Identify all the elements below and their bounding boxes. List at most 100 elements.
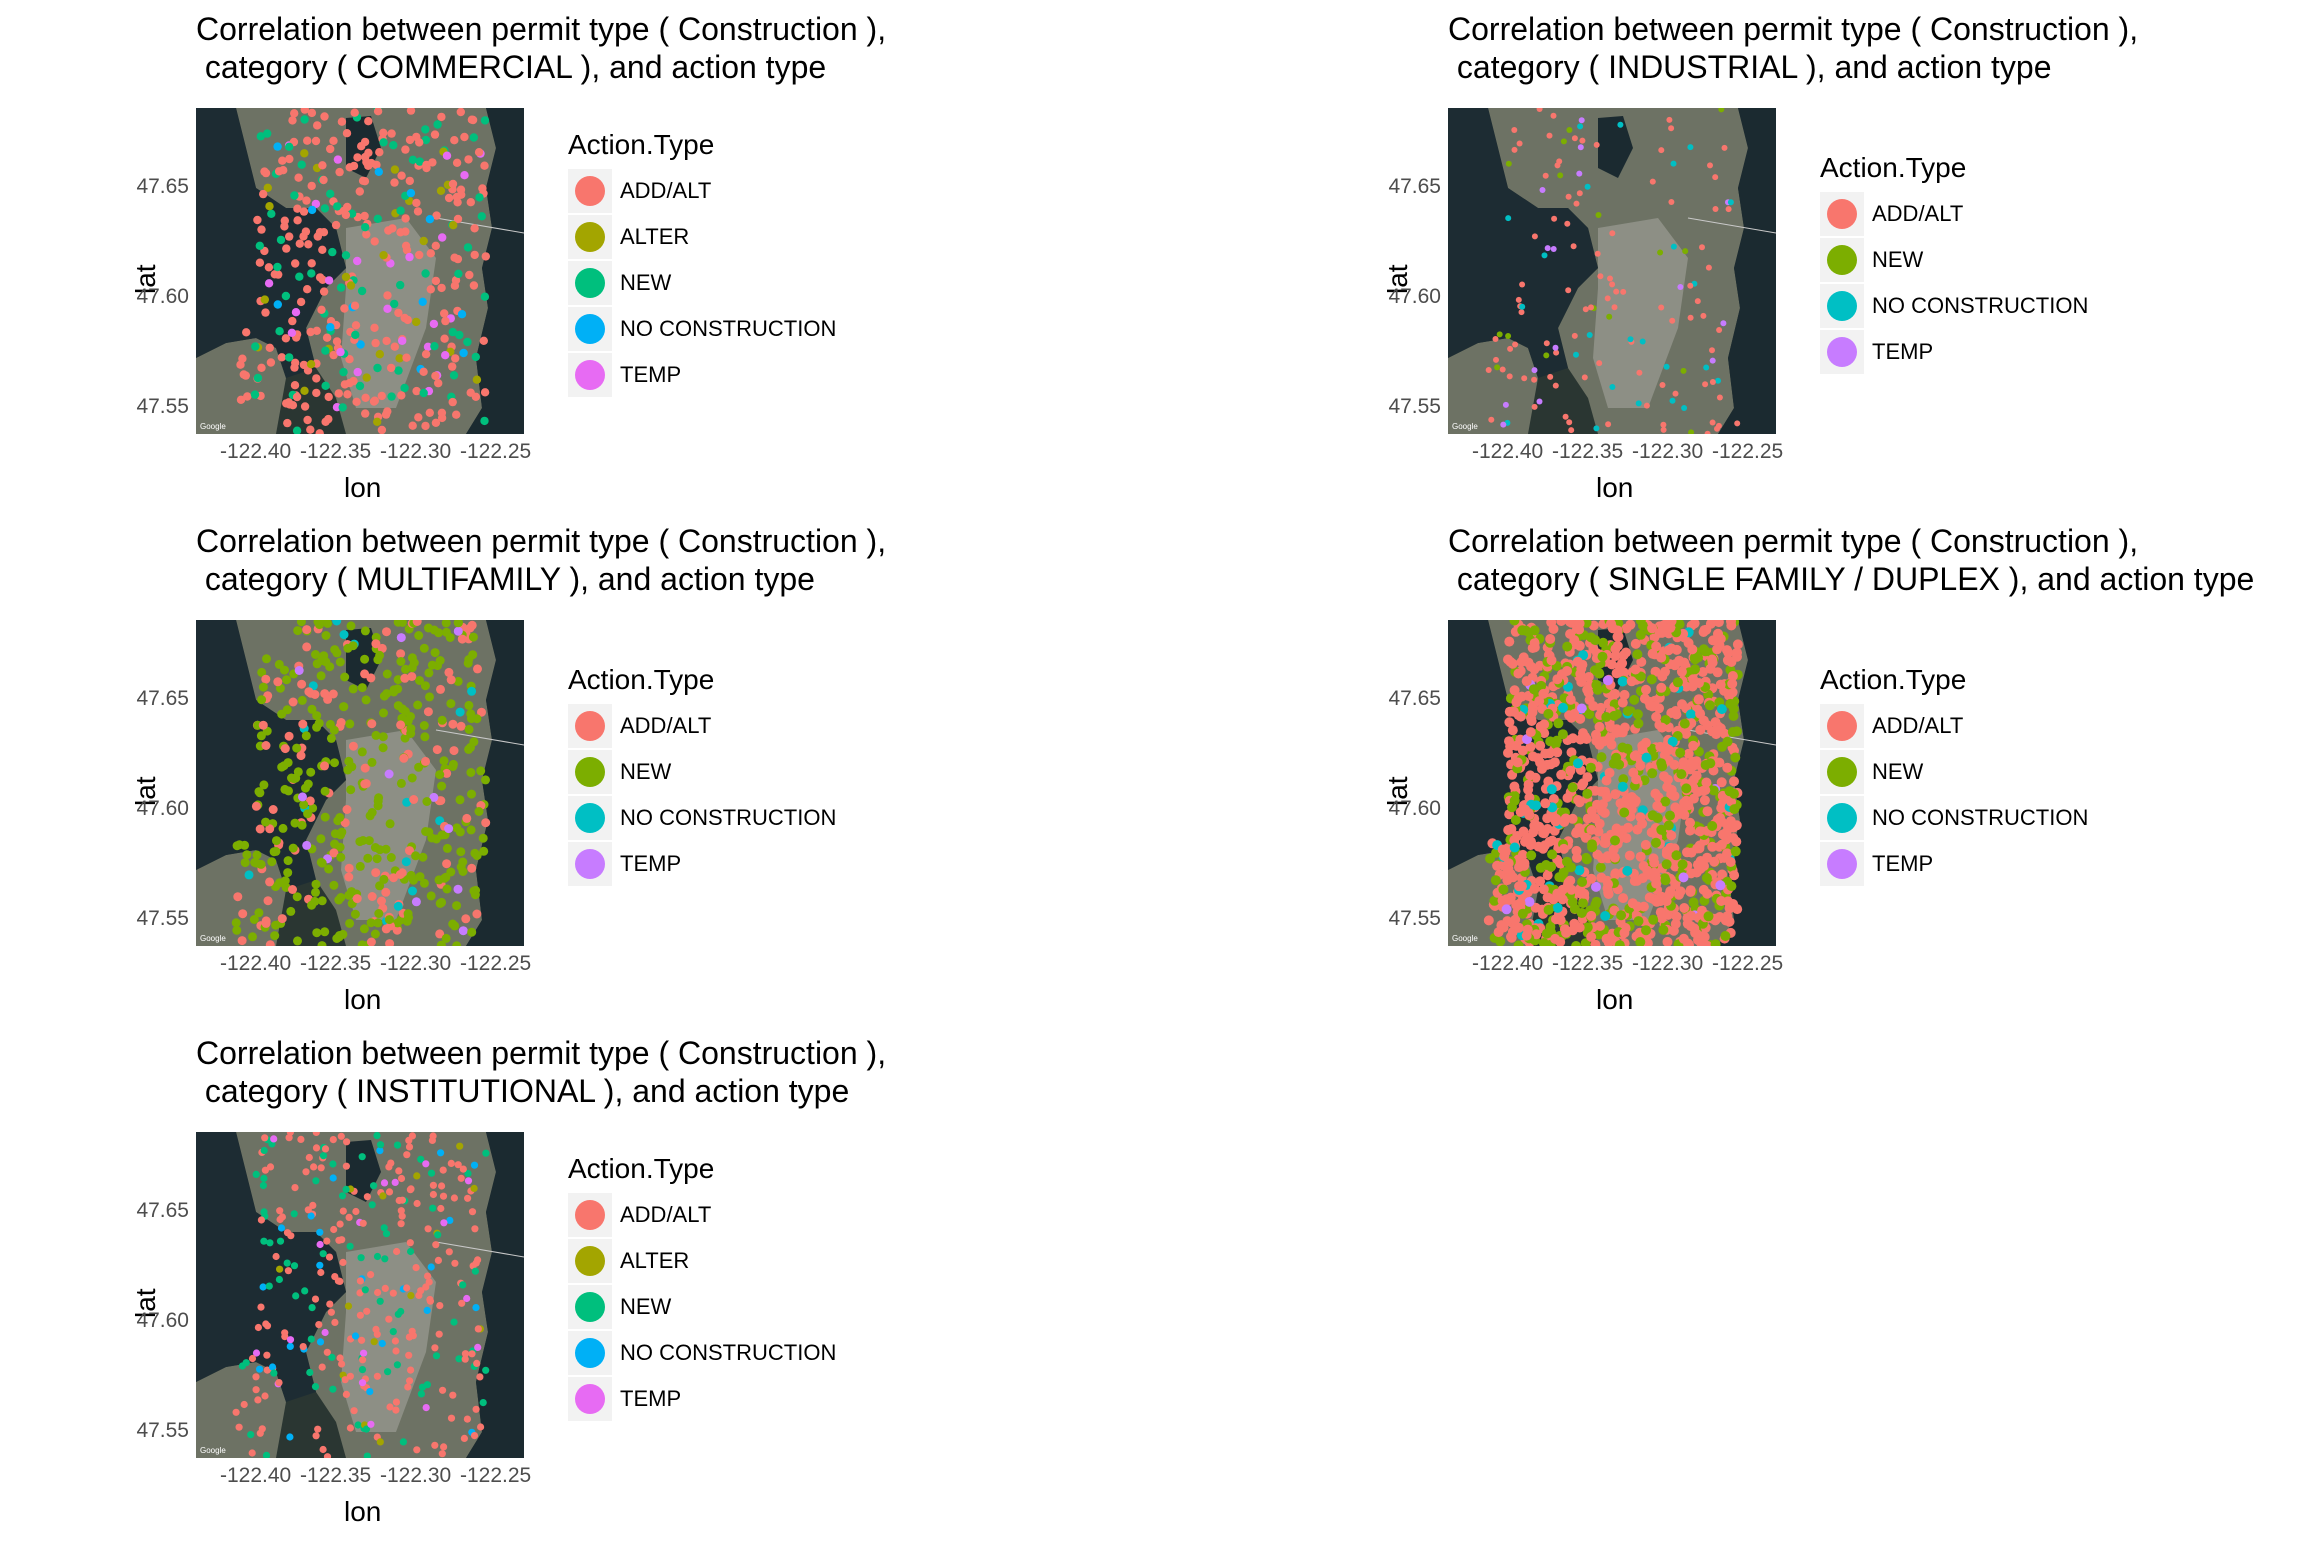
- map-svg: [1448, 108, 1776, 434]
- data-point: [402, 245, 412, 255]
- data-point: [1708, 785, 1719, 796]
- data-point: [341, 251, 351, 260]
- data-point: [1546, 620, 1557, 628]
- data-point: [290, 109, 299, 118]
- data-point: [1660, 421, 1667, 428]
- data-point: [335, 657, 345, 667]
- legend-item: ALTER: [568, 214, 836, 260]
- data-point: [1562, 666, 1572, 676]
- data-point: [1716, 803, 1727, 814]
- data-point: [320, 761, 329, 771]
- data-point: [421, 421, 430, 431]
- data-point: [309, 1201, 317, 1209]
- data-point: [472, 909, 482, 919]
- water-body: [196, 108, 346, 378]
- data-point: [255, 824, 265, 834]
- data-point: [408, 421, 417, 430]
- google-logo: Google: [200, 422, 226, 431]
- data-point: [1617, 658, 1628, 669]
- data-point: [316, 857, 326, 867]
- data-point: [249, 915, 259, 924]
- data-point: [286, 1336, 295, 1344]
- data-point: [439, 756, 449, 766]
- data-point: [406, 1377, 414, 1385]
- data-point: [257, 1303, 265, 1311]
- data-point: [1600, 833, 1611, 844]
- data-point: [386, 853, 396, 862]
- data-point: [257, 363, 266, 372]
- data-point: [352, 397, 361, 406]
- data-point: [334, 1277, 342, 1285]
- data-point: [1616, 910, 1627, 921]
- data-point: [260, 1174, 268, 1182]
- data-point: [257, 225, 266, 234]
- data-point: [352, 894, 362, 904]
- data-point: [1509, 685, 1520, 696]
- data-point: [349, 376, 358, 386]
- data-point: [1707, 162, 1713, 169]
- data-point: [440, 1219, 448, 1227]
- data-point: [1546, 861, 1557, 872]
- data-point: [338, 403, 347, 412]
- data-point: [1699, 244, 1705, 251]
- data-point: [379, 251, 388, 260]
- legend-label: ADD/ALT: [1872, 713, 1964, 738]
- data-point: [323, 1348, 331, 1356]
- data-point: [1531, 403, 1538, 410]
- data-point: [1586, 332, 1593, 338]
- data-point: [386, 1403, 394, 1411]
- data-point: [1703, 911, 1714, 922]
- data-point: [378, 732, 388, 742]
- data-point: [1619, 689, 1630, 700]
- data-point: [329, 880, 339, 890]
- data-point: [285, 1134, 293, 1142]
- data-point: [381, 1255, 389, 1263]
- data-point: [413, 700, 423, 710]
- data-point: [1576, 703, 1587, 714]
- data-point: [1485, 367, 1492, 373]
- data-point: [1614, 940, 1625, 946]
- data-point: [377, 896, 386, 906]
- data-point: [419, 721, 429, 730]
- data-point: [317, 1164, 325, 1172]
- data-point: [1529, 883, 1540, 894]
- data-point: [1543, 352, 1550, 359]
- data-point: [371, 730, 381, 740]
- data-point: [1709, 347, 1715, 354]
- data-point: [1552, 382, 1559, 389]
- data-point: [1542, 172, 1549, 179]
- data-point: [330, 1225, 338, 1234]
- data-point: [303, 136, 312, 145]
- data-point: [390, 342, 399, 351]
- data-point: [1729, 870, 1740, 881]
- data-point: [413, 1199, 421, 1208]
- data-point: [1625, 792, 1636, 803]
- data-point: [396, 649, 406, 659]
- data-point: [1709, 357, 1716, 364]
- data-point: [312, 388, 321, 398]
- legend-label: NO CONSTRUCTION: [620, 805, 837, 830]
- data-point: [376, 1147, 384, 1155]
- data-point: [1669, 397, 1676, 404]
- data-point: [1683, 800, 1694, 811]
- data-point: [466, 709, 476, 719]
- data-point: [403, 1284, 411, 1292]
- data-point: [361, 223, 370, 232]
- data-point: [1694, 298, 1701, 305]
- data-point: [482, 1366, 490, 1374]
- data-point: [377, 643, 387, 653]
- data-point: [1617, 676, 1628, 687]
- data-point: [424, 668, 434, 678]
- data-point: [1489, 895, 1500, 906]
- data-point: [1685, 885, 1696, 896]
- data-point: [1635, 671, 1646, 682]
- data-point: [356, 1277, 364, 1285]
- data-point: [371, 338, 380, 348]
- data-point: [455, 1355, 463, 1363]
- data-point: [408, 155, 418, 164]
- data-point: [390, 165, 400, 174]
- data-point: [1688, 897, 1699, 908]
- data-point: [472, 1304, 480, 1312]
- data-point: [1601, 712, 1612, 722]
- data-point: [373, 214, 382, 223]
